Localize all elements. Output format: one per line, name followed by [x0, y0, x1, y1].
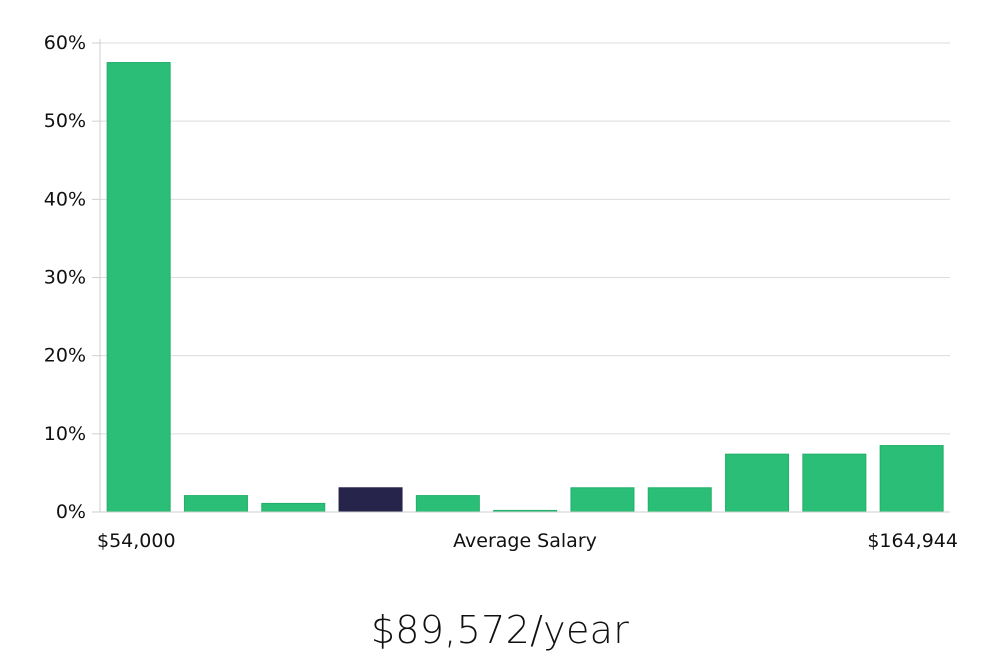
y-tick-label: 0% [56, 501, 86, 523]
bar [106, 62, 171, 513]
y-tick-label: 40% [44, 188, 86, 210]
gridlines [100, 42, 950, 435]
y-tick-label: 50% [44, 110, 86, 132]
bar [647, 487, 712, 513]
y-tick-label: 20% [44, 345, 86, 367]
y-axis-tick-labels: 0% 10% 20% 30% 40% 50% 60% [44, 32, 100, 523]
y-tick-label: 60% [44, 32, 86, 54]
bar-highlighted [338, 487, 403, 513]
x-axis-title: Average Salary [453, 530, 597, 552]
average-salary-caption: $89,572/year [370, 608, 630, 652]
bars [106, 62, 944, 513]
y-tick-label: 10% [44, 423, 86, 445]
salary-distribution-chart: 0% 10% 20% 30% 40% 50% 60% $54,000 Average Sal… [44, 32, 958, 552]
y-tick-label: 30% [44, 267, 86, 289]
bar [261, 502, 326, 513]
x-axis-max-label: $164,944 [867, 530, 958, 552]
bar [570, 487, 635, 513]
bar [725, 453, 790, 513]
x-axis-min-label: $54,000 [97, 530, 176, 552]
bar [802, 453, 867, 513]
bar [415, 495, 480, 513]
bar [879, 445, 944, 513]
bar [183, 495, 248, 513]
